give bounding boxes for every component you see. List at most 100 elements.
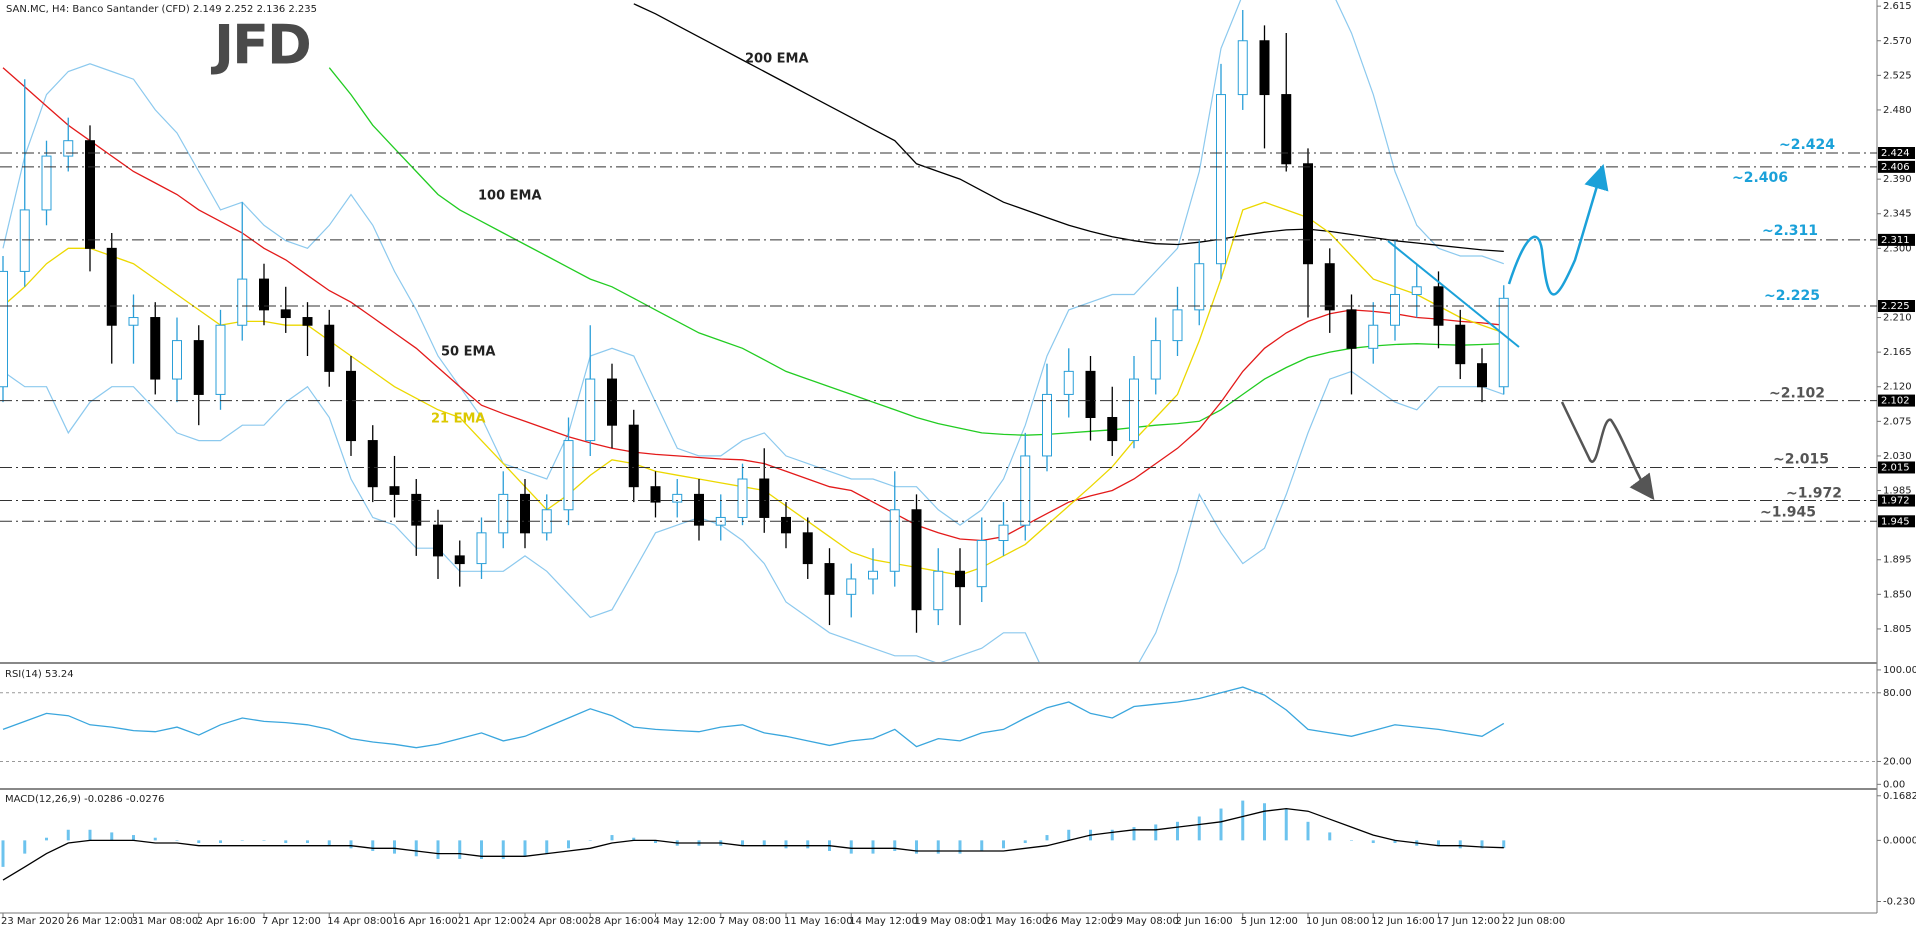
- ema-line: [2, 67, 1504, 542]
- level-tag-label: 2.102: [1881, 396, 1910, 407]
- macd-bar: [936, 840, 940, 854]
- ema-line: [633, 3, 1504, 253]
- candle-body: [998, 524, 1009, 542]
- x-tick-label: 5 Jun 12:00: [1241, 916, 1298, 927]
- y-tick-label: 100.00: [1883, 665, 1916, 676]
- candle-body: [280, 309, 291, 319]
- y-tick-label: 2.030: [1883, 451, 1912, 462]
- x-tick-label: 14 Apr 08:00: [327, 916, 392, 927]
- macd-bar: [110, 832, 114, 841]
- candle-body: [454, 555, 465, 565]
- y-tick-label: 1.985: [1883, 486, 1912, 497]
- candle-body: [259, 278, 269, 311]
- macd-bar: [849, 840, 853, 854]
- macd-bar: [523, 840, 527, 857]
- candle-body: [563, 440, 574, 511]
- macd-bar: [306, 840, 309, 844]
- macd-bar: [1045, 835, 1049, 841]
- macd-bar: [1, 840, 5, 867]
- candle-body: [1346, 309, 1357, 349]
- candle-body: [215, 324, 226, 395]
- y-tick-label: 2.300: [1883, 243, 1912, 254]
- macd-bar: [480, 840, 483, 859]
- ema-label: 200 EMA: [745, 52, 809, 67]
- candle-body: [302, 317, 313, 326]
- level-tag-label: 1.972: [1881, 496, 1910, 507]
- x-tick-label: 19 May 08:00: [915, 916, 984, 927]
- candle-body: [1237, 40, 1248, 96]
- macd-title: MACD(12,26,9) -0.0286 -0.0276: [5, 794, 165, 805]
- candle-body: [1368, 324, 1379, 349]
- macd-bar: [610, 835, 614, 841]
- level-tag: [1878, 394, 1915, 407]
- macd-bar: [284, 840, 288, 844]
- candle-body: [933, 570, 944, 611]
- level-tag: [1878, 494, 1915, 507]
- candle-body: [1477, 363, 1487, 388]
- candle-body: [846, 578, 857, 595]
- x-tick-label: 24 Apr 08:00: [523, 916, 588, 927]
- rsi-line: [2, 686, 1505, 749]
- macd-bar: [1067, 829, 1071, 841]
- candle-body: [1020, 455, 1031, 526]
- level-annotation: ~2.225: [1764, 288, 1820, 304]
- macd-bar: [632, 837, 636, 841]
- x-tick-label: 14 May 12:00: [849, 916, 918, 927]
- level-tag-label: 2.225: [1881, 301, 1910, 312]
- macd-bar: [327, 840, 331, 846]
- level-tag: [1878, 147, 1915, 160]
- candle-body: [0, 270, 8, 388]
- candle-body: [607, 378, 617, 426]
- macd-bar: [132, 835, 135, 841]
- level-tag: [1878, 300, 1915, 313]
- level-tag-label: 2.015: [1881, 462, 1910, 473]
- x-tick-label: 4 May 12:00: [654, 916, 716, 927]
- candle-body: [889, 509, 900, 572]
- ema-label: 100 EMA: [478, 189, 542, 204]
- level-tag: [1878, 160, 1915, 173]
- candle-body: [172, 340, 182, 380]
- candle-body: [1498, 297, 1509, 388]
- macd-bar: [588, 840, 592, 841]
- macd-bar: [1437, 840, 1440, 846]
- x-tick-label: 17 Jun 12:00: [1437, 916, 1501, 927]
- candle-body: [672, 493, 683, 503]
- macd-bar: [1176, 821, 1179, 841]
- y-tick-label: 2.345: [1883, 209, 1912, 220]
- logo: JFD: [210, 14, 310, 77]
- macd-bar: [1023, 840, 1027, 844]
- price-plot: [0, 0, 1509, 662]
- candle-body: [541, 509, 552, 534]
- macd-bar: [88, 829, 92, 841]
- candle-body: [628, 424, 639, 488]
- macd-bar: [240, 840, 244, 841]
- candle-body: [128, 317, 139, 326]
- candle-body: [585, 378, 596, 442]
- level-tag: [1878, 233, 1915, 246]
- chart-header: SAN.MC, H4: Banco Santander (CFD) 2.149 …: [6, 4, 317, 15]
- y-tick-label: 1.850: [1883, 589, 1912, 600]
- level-annotation: ~2.406: [1732, 170, 1788, 186]
- x-tick-label: 2 Apr 16:00: [197, 916, 256, 927]
- x-tick-label: 22 Jun 08:00: [1502, 916, 1566, 927]
- bollinger-band: [2, 370, 1504, 662]
- x-tick-label: 7 Apr 12:00: [262, 916, 321, 927]
- candle-body: [41, 155, 52, 211]
- candle-body: [389, 486, 400, 495]
- candle-body: [19, 209, 30, 272]
- y-tick-label: -0.2306: [1883, 896, 1916, 907]
- macd-bar: [23, 840, 27, 854]
- macd-bar: [1502, 840, 1506, 848]
- candle-body: [976, 540, 987, 588]
- macd-bar: [197, 840, 201, 844]
- macd-bar: [1284, 808, 1288, 841]
- level-tag: [1878, 461, 1915, 474]
- macd-bar: [871, 840, 875, 854]
- bullish-scenario-arrow: [1507, 164, 1609, 296]
- level-tag: [1878, 515, 1915, 528]
- x-tick-label: 21 May 16:00: [980, 916, 1049, 927]
- macd-signal-line: [2, 807, 1504, 881]
- y-tick-label: 2.390: [1883, 174, 1912, 185]
- candle-body: [1172, 309, 1183, 342]
- x-tick-label: 21 Apr 12:00: [458, 916, 523, 927]
